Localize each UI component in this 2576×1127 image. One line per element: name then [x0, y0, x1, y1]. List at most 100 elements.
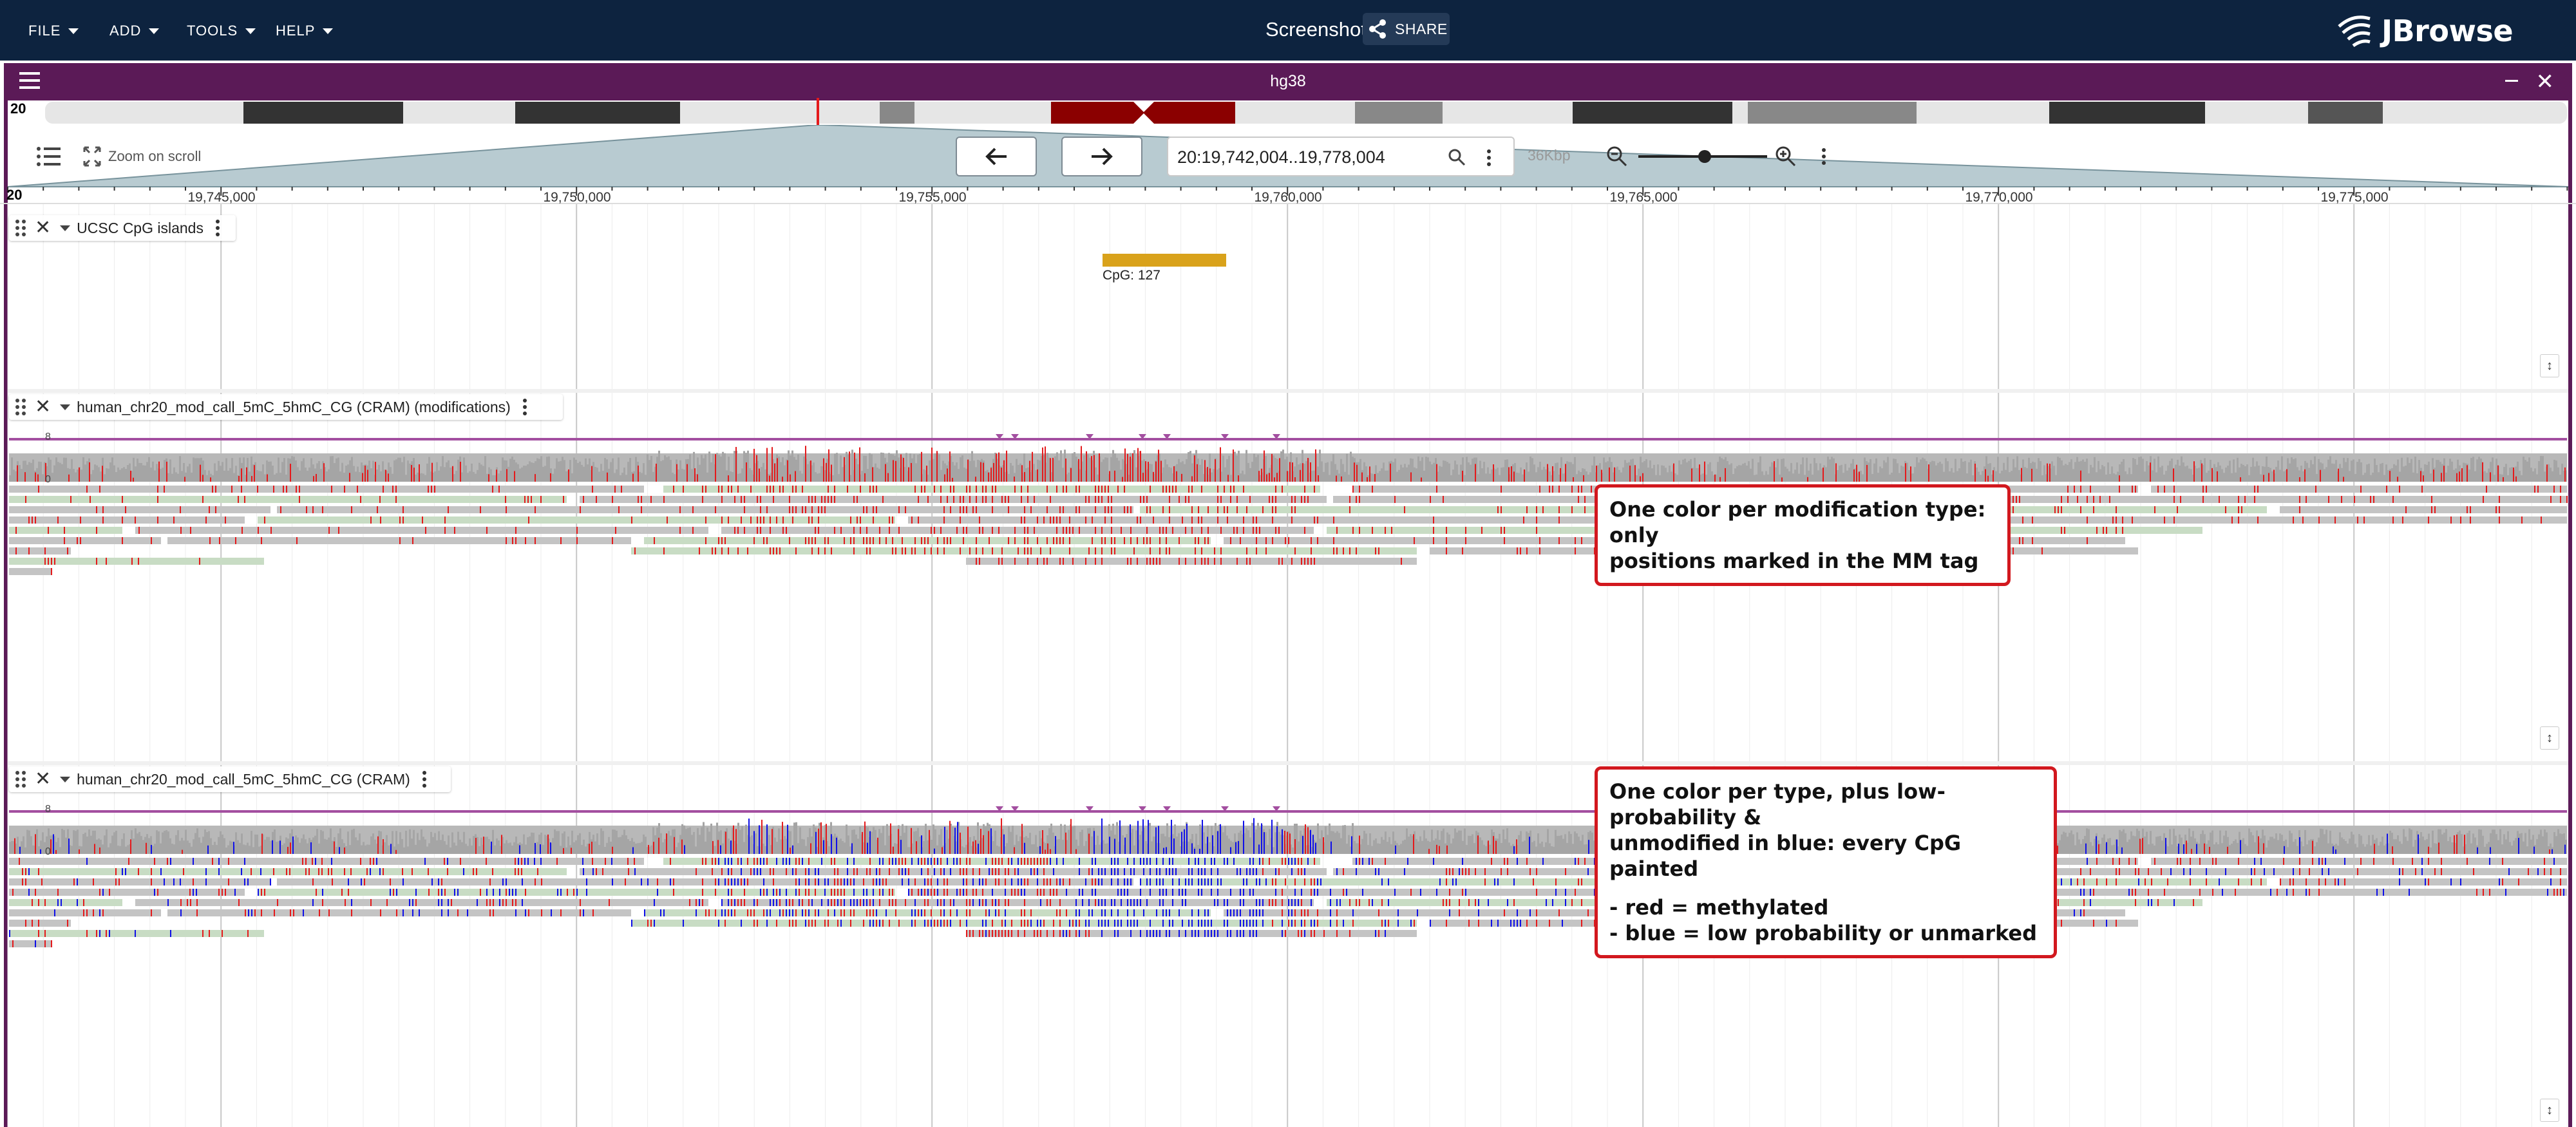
- coverage-bar: [353, 466, 355, 482]
- scroll-left-button[interactable]: [956, 137, 1037, 176]
- read[interactable]: [9, 496, 567, 503]
- read[interactable]: [2280, 506, 2567, 513]
- tools-menu-button[interactable]: TOOLS: [187, 19, 256, 43]
- coverage-bar: [1489, 473, 1491, 482]
- modification-mark: [989, 868, 990, 875]
- insertion-marker: [1273, 806, 1280, 811]
- read[interactable]: [9, 568, 52, 575]
- scroll-right-button[interactable]: [1061, 137, 1142, 176]
- coverage-bar: [1576, 833, 1578, 854]
- modification-mark: [731, 878, 732, 886]
- read[interactable]: [9, 486, 644, 493]
- read[interactable]: [9, 558, 264, 565]
- track-selector-icon[interactable]: [36, 146, 62, 167]
- read[interactable]: [1687, 516, 2567, 524]
- coverage-bar: [295, 460, 297, 482]
- coverage-bar: [480, 464, 482, 482]
- close-view-icon[interactable]: ✕: [2535, 70, 2555, 94]
- modification-coverage-bar: [1361, 472, 1363, 482]
- modification-mark: [96, 558, 97, 565]
- modification-mark: [395, 486, 397, 493]
- modification-coverage-bar: [823, 458, 824, 482]
- modification-coverage-bar: [1217, 831, 1218, 854]
- read[interactable]: [2151, 486, 2567, 493]
- coverage-bar: [21, 469, 23, 482]
- coverage-bar: [384, 469, 386, 482]
- coverage-bar: [1483, 462, 1485, 482]
- share-button[interactable]: SHARE: [1363, 13, 1450, 45]
- modification-mark: [940, 527, 942, 534]
- coverage-bar: [925, 824, 927, 854]
- read[interactable]: [721, 527, 1314, 534]
- read[interactable]: [277, 506, 1133, 513]
- read[interactable]: [9, 506, 270, 513]
- view-options-icon[interactable]: [1821, 147, 1826, 166]
- read[interactable]: [580, 868, 1327, 875]
- coverage-bar: [1549, 843, 1551, 854]
- zoom-out-icon[interactable]: [1606, 146, 1628, 167]
- zoom-on-scroll-icon[interactable]: [82, 146, 102, 167]
- read[interactable]: [9, 527, 122, 534]
- modification-coverage-bar: [1289, 462, 1291, 482]
- location-menu-icon[interactable]: [1486, 148, 1492, 167]
- minimize-icon[interactable]: [2505, 80, 2518, 82]
- session-name[interactable]: Screenshot: [1265, 18, 1367, 41]
- coverage-bar: [535, 461, 536, 482]
- help-menu-button[interactable]: HELP: [276, 19, 334, 43]
- zoom-on-scroll-label[interactable]: Zoom on scroll: [108, 148, 202, 164]
- coverage-bar: [602, 831, 604, 854]
- read[interactable]: [9, 858, 644, 865]
- coverage-bar: [1433, 840, 1435, 854]
- coverage-bar: [303, 834, 305, 854]
- coverage-bar: [629, 458, 631, 482]
- modification-mark: [1191, 506, 1193, 513]
- coverage-bar: [1242, 470, 1244, 482]
- overview-ideogram[interactable]: [0, 97, 2576, 125]
- read[interactable]: [9, 547, 71, 554]
- file-menu-button[interactable]: FILE: [28, 19, 79, 43]
- modification-mark: [2322, 868, 2323, 875]
- modification-mark: [1069, 537, 1070, 544]
- coverage-bar: [2119, 464, 2121, 482]
- modification-mark: [1085, 496, 1086, 503]
- read[interactable]: [9, 537, 161, 544]
- coverage-bar: [38, 846, 40, 854]
- tracks-area[interactable]: [0, 187, 2576, 1127]
- location-search-input[interactable]: 20:19,742,004..19,778,004: [1167, 137, 1515, 176]
- coverage-bar: [1406, 467, 1408, 482]
- read[interactable]: [9, 516, 245, 524]
- read[interactable]: [258, 516, 895, 524]
- modification-mark: [1275, 868, 1276, 875]
- modification-coverage-bar: [1835, 463, 1837, 482]
- read[interactable]: [277, 878, 1133, 886]
- coverage-bar: [1713, 475, 1715, 482]
- modification-mark: [850, 516, 851, 524]
- modification-mark: [1301, 858, 1302, 865]
- coverage-bar: [2036, 468, 2038, 482]
- read[interactable]: [9, 868, 567, 875]
- zoom-in-icon[interactable]: [1775, 146, 1797, 167]
- modification-mark: [2161, 868, 2162, 875]
- view-menu-icon[interactable]: [19, 72, 40, 91]
- read[interactable]: [9, 878, 270, 886]
- coverage-bar: [2401, 844, 2403, 854]
- zoom-slider-thumb[interactable]: [1698, 150, 1711, 163]
- modification-coverage-bar: [1122, 477, 1123, 482]
- modification-coverage-bar: [895, 460, 896, 482]
- modification-mark: [2322, 858, 2323, 865]
- read[interactable]: [966, 558, 1417, 565]
- read[interactable]: [908, 516, 1681, 524]
- coverage-bar: [2003, 462, 2005, 482]
- modification-coverage-bar: [2258, 836, 2259, 854]
- coverage-bar: [1379, 471, 1381, 482]
- add-menu-button[interactable]: ADD: [109, 19, 160, 43]
- coverage-bar: [446, 844, 448, 854]
- coverage-bar: [2538, 834, 2540, 854]
- read[interactable]: [135, 527, 708, 534]
- modification-mark: [853, 858, 855, 865]
- read[interactable]: [2151, 858, 2567, 865]
- modification-coverage-bar: [648, 845, 649, 854]
- coverage-bar: [266, 837, 268, 854]
- search-icon[interactable]: [1448, 148, 1466, 166]
- coverage-bar: [784, 465, 786, 482]
